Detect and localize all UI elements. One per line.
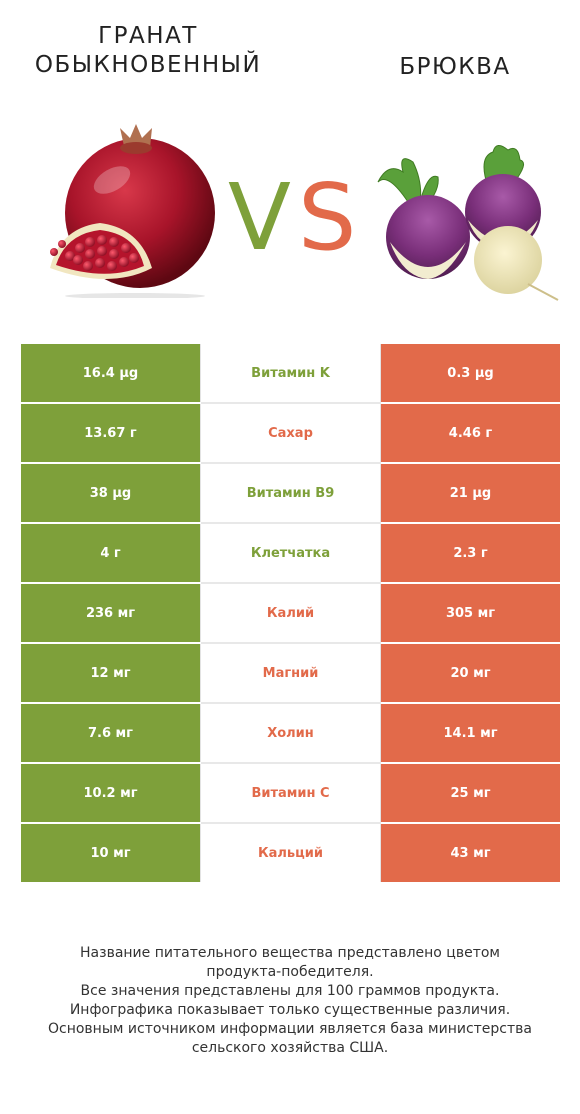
table-row: 12 мг Магний 20 мг <box>21 642 560 703</box>
table-row: 16.4 µg Витамин K 0.3 µg <box>21 344 560 403</box>
table-row: 38 µg Витамин B9 21 µg <box>21 462 560 523</box>
nutrient-name: Витамин C <box>200 762 381 823</box>
table-row: 10 мг Кальций 43 мг <box>21 822 560 882</box>
left-value: 38 µg <box>21 462 201 523</box>
left-value: 7.6 мг <box>21 702 201 763</box>
left-value: 12 мг <box>21 642 201 703</box>
nutrient-name: Калий <box>200 582 381 643</box>
vs-letter-v: V <box>228 164 291 271</box>
right-value: 4.46 г <box>380 402 560 463</box>
nutrient-name: Витамин K <box>200 344 381 403</box>
right-value: 25 мг <box>380 762 560 823</box>
footer-line: Инфографика показывает только существенн… <box>69 1002 511 1018</box>
right-value: 43 мг <box>380 822 560 882</box>
right-value: 0.3 µg <box>380 344 560 403</box>
table-row: 13.67 г Сахар 4.46 г <box>21 402 560 463</box>
vs-letter-s: S <box>298 164 357 271</box>
nutrient-name: Магний <box>200 642 381 703</box>
footer-line: продукта-победителя. <box>206 964 374 980</box>
footer-line: Все значения представлены для 100 граммо… <box>80 983 500 999</box>
left-value: 10 мг <box>21 822 201 882</box>
footer-line: сельского хозяйства США. <box>191 1040 389 1056</box>
turnip-image <box>377 145 559 301</box>
table-row: 10.2 мг Витамин C 25 мг <box>21 762 560 823</box>
table-row: 4 г Клетчатка 2.3 г <box>21 522 560 583</box>
nutrient-name: Витамин B9 <box>200 462 381 523</box>
left-value: 13.67 г <box>21 402 201 463</box>
left-value: 10.2 мг <box>21 762 201 823</box>
left-value: 4 г <box>21 522 201 583</box>
left-value: 16.4 µg <box>21 344 201 403</box>
nutrient-name: Холин <box>200 702 381 763</box>
pomegranate-image <box>50 124 215 298</box>
right-value: 21 µg <box>380 462 560 523</box>
footer-line: Основным источником информации является … <box>48 1021 532 1037</box>
footer-line: Название питательного вещества представл… <box>80 945 500 961</box>
nutrient-comparison-table: 16.4 µg Витамин K 0.3 µg 13.67 г Сахар 4.46 г… <box>21 344 560 882</box>
right-value: 20 мг <box>380 642 560 703</box>
right-value: 2.3 г <box>380 522 560 583</box>
right-value: 305 мг <box>380 582 560 643</box>
nutrient-name: Кальций <box>200 822 381 882</box>
table-row: 236 мг Калий 305 мг <box>21 582 560 643</box>
table-row: 7.6 мг Холин 14.1 мг <box>21 702 560 763</box>
nutrient-name: Клетчатка <box>200 522 381 583</box>
footer-notes: Название питательного вещества представл… <box>10 944 570 1058</box>
right-value: 14.1 мг <box>380 702 560 763</box>
nutrient-name: Сахар <box>200 402 381 463</box>
left-product-title: ГРАНАТ ОБЫКНОВЕННЫЙ <box>34 23 262 78</box>
left-value: 236 мг <box>21 582 201 643</box>
right-product-title: БРЮКВА <box>399 54 511 80</box>
